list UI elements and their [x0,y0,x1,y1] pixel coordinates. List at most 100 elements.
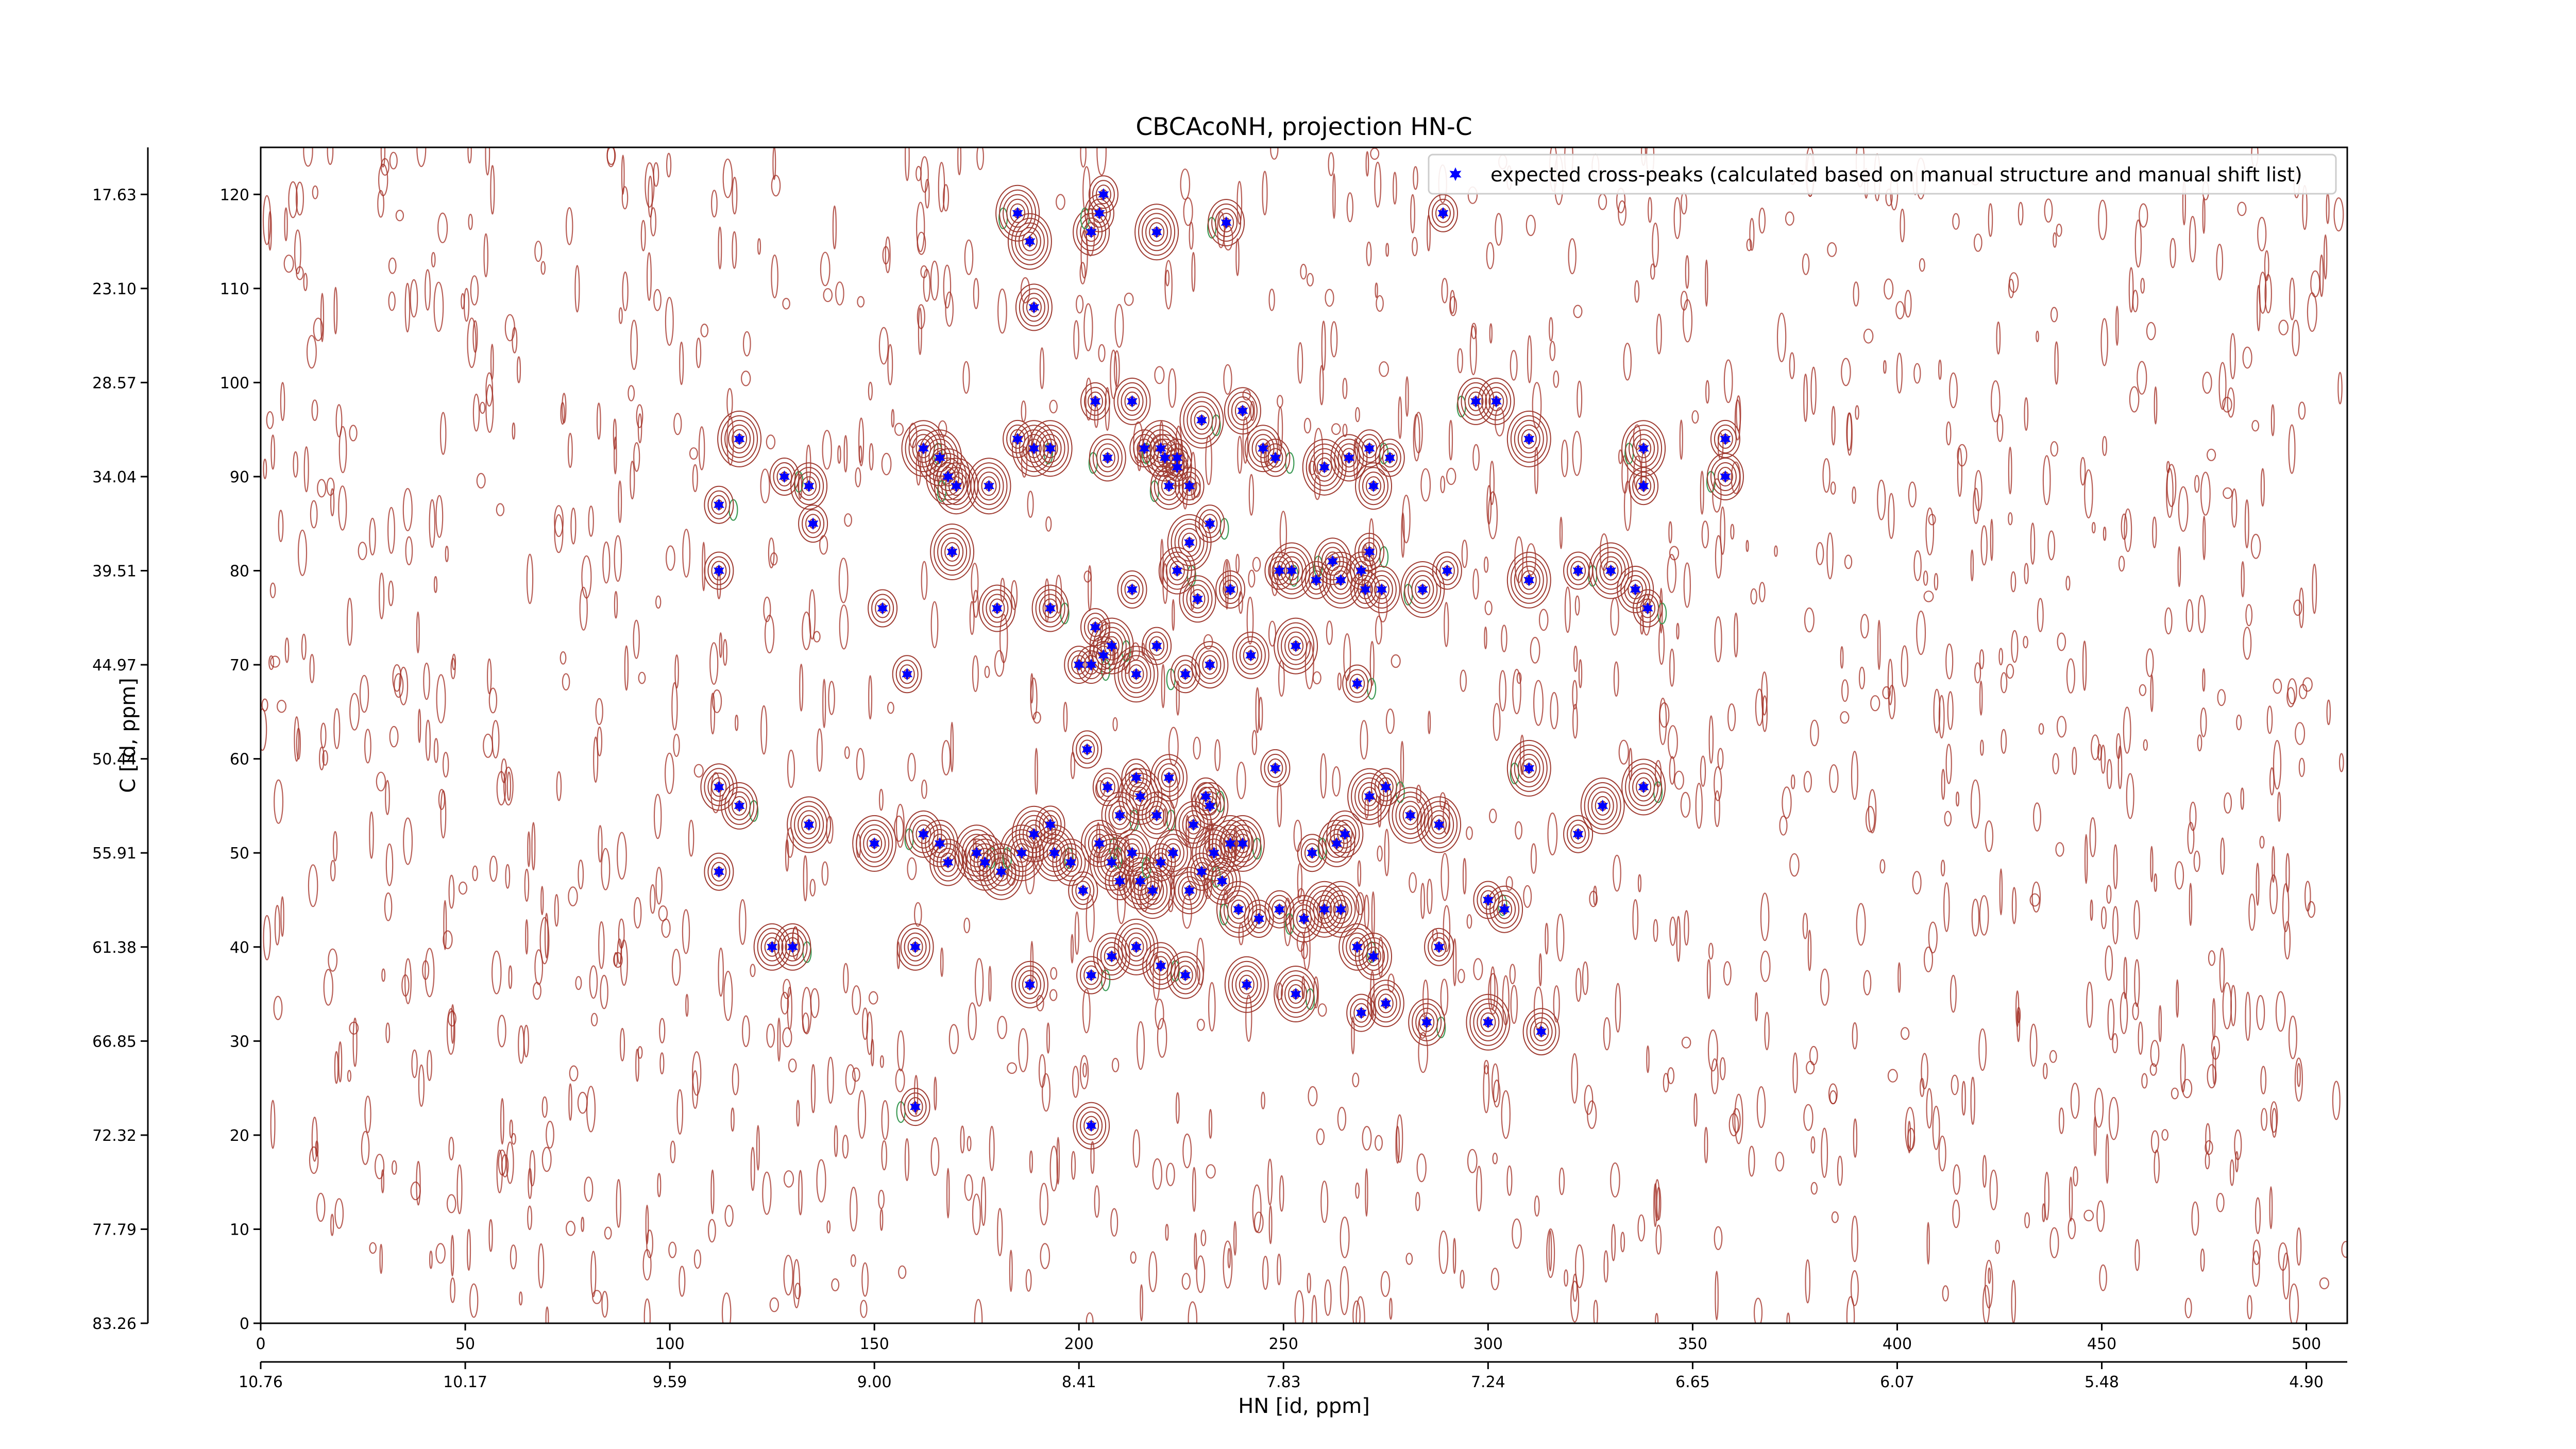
peak-contour [1134,204,1179,261]
cross-peak-marker [1151,226,1162,239]
noise-contour [844,513,852,527]
cross-peak-marker [1241,978,1252,991]
noise-contour [1324,1279,1332,1316]
cross-peak-marker [1045,818,1056,831]
cross-peak-marker [1028,442,1040,455]
noise-contour [964,239,974,275]
peak-contour [990,857,1013,886]
noise-contour [1970,779,1980,829]
cross-peak-marker [1073,658,1084,671]
peak-contour [1113,829,1151,877]
noise-contour [1124,292,1134,306]
noise-contour [433,576,438,593]
noise-contour [263,458,267,479]
noise-contour [2058,1107,2064,1134]
noise-contour [1882,686,1891,699]
peak-contour [1146,434,1183,482]
peak-contour [1157,471,1180,501]
cross-peak-marker [1188,818,1199,831]
noise-contour [579,586,588,631]
noise-contour [1538,609,1549,631]
noise-contour [1650,263,1655,280]
noise-contour [1998,648,2004,666]
peak-contour [1636,476,1652,496]
noise-contour [1717,748,1724,770]
noise-contour [1979,649,1985,669]
noise-contour [544,913,549,959]
noise-contour [2288,424,2296,474]
noise-contour [2100,906,2107,930]
peak-contour [1317,542,1348,581]
noise-contour [1462,857,1467,895]
noise-contour [436,674,446,723]
noise-contour [417,709,421,743]
peak-contour [1198,650,1222,680]
noise-contour [1501,1090,1511,1139]
noise-contour [2337,372,2343,405]
noise-contour [1923,570,1928,586]
noise-contour [1493,1080,1501,1108]
peak-contour [1277,622,1315,670]
peak-contour [871,594,894,623]
noise-contour [338,426,347,474]
peak-contour [1125,660,1148,689]
x-ppm-tick-label: 8.41 [1062,1373,1096,1391]
noise-contour [284,207,288,242]
peak-contour [1374,772,1397,802]
noise-contour [1194,1233,1197,1270]
peak-contour [1431,937,1447,957]
noise-contour [630,460,635,500]
noise-contour [2024,397,2029,431]
noise-contour [1391,654,1401,668]
noise-contour [673,733,680,757]
noise-contour [1193,736,1201,760]
noise-contour [624,645,629,691]
peak-contour [1181,532,1197,552]
noise-contour [1582,961,1589,996]
noise-contour [783,1255,793,1296]
noise-contour [1775,1152,1785,1172]
peak-contour [1260,749,1291,787]
noise-contour [1168,368,1177,408]
cross-peak-marker [1134,874,1146,888]
peak-contour [970,462,1008,510]
noise-contour [1389,1298,1393,1320]
peak-contour [1358,537,1381,566]
peak-contour [1636,594,1659,623]
noise-contour [472,320,478,353]
noise-contour [2184,1298,2192,1319]
peak-contour [896,923,934,971]
peak-contour [1022,974,1038,995]
noise-contour [904,1138,910,1182]
noise-contour [613,418,617,450]
peak-contour [1366,947,1381,966]
noise-contour [1952,213,1960,230]
noise-contour [1755,688,1764,726]
noise-contour [1943,882,1950,932]
noise-contour [2098,199,2108,240]
noise-contour [2161,1129,2168,1141]
noise-contour [1637,1214,1646,1242]
noise-contour [1851,1215,1859,1262]
peak-contour [1349,673,1365,694]
noise-contour [2185,599,2194,632]
noise-contour [1877,479,1886,520]
noise-contour [2222,982,2232,1030]
peak-contour [1022,231,1038,251]
noise-contour [1701,520,1709,549]
noise-contour [946,1168,950,1219]
noise-contour [1648,197,1653,223]
noise-contour [2202,515,2206,561]
noise-contour [565,1221,575,1236]
noise-contour [539,917,550,965]
noise-contour [320,722,327,749]
peak-contour [1288,984,1304,1004]
cross-peak-marker [1126,846,1138,860]
peak-contour [1194,782,1217,811]
noise-contour [568,1083,572,1121]
noise-contour [636,404,643,428]
cross-peak-marker [713,865,724,878]
noise-contour [516,356,521,383]
noise-contour [541,1096,548,1118]
noise-contour [1153,954,1161,1001]
